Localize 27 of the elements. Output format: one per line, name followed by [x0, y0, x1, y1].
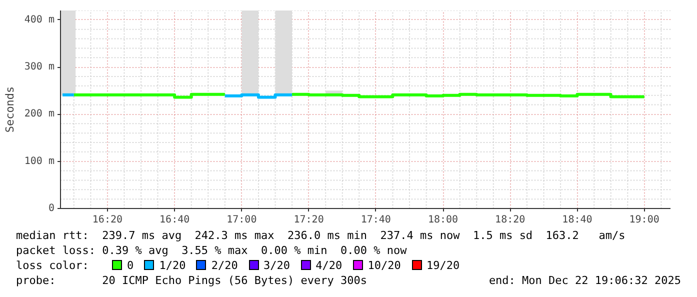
y-tick-label: 400 m — [24, 14, 55, 26]
x-tick-label: 17:40 — [360, 214, 391, 226]
y-tick-label: 100 m — [24, 156, 55, 167]
text: median rtt: 239.7 ms avg 242.3 ms max 236.0 ms min 237.4 ms now 1.5 ms sd 163.2 am/s — [16, 229, 626, 242]
x-tick-label: 16:20 — [92, 214, 123, 226]
x-tick-label: 18:20 — [495, 214, 526, 226]
x-tick-label: 18:40 — [562, 214, 592, 226]
text: packet loss: 0.39 % avg 3.55 % max 0.00 % min 0.00 % now — [16, 244, 407, 257]
legend-title: loss color: — [16, 258, 90, 273]
legend-label: 10/20 — [368, 259, 401, 272]
y-tick-label: 300 m — [24, 62, 55, 73]
text: end: Mon Dec 22 19:06:32 2025 — [488, 273, 681, 288]
legend-label: 3/20 — [264, 259, 290, 272]
x-tick-label: 19:00 — [629, 214, 660, 226]
legend-label: 19/20 — [426, 259, 460, 272]
y-tick-label: 0 — [48, 203, 55, 214]
y-tick-label: 200 m — [24, 108, 55, 120]
legend-label: 0 — [127, 259, 134, 272]
legend-label: 4/20 — [316, 259, 342, 272]
x-tick-label: 18:00 — [428, 214, 458, 226]
x-tick-label: 16:40 — [160, 214, 190, 226]
legend-label: 2/20 — [211, 259, 238, 272]
text: probe: 20 ICMP Echo Pings (56 Bytes) every 300s — [16, 274, 367, 287]
y-axis-title: Seconds — [3, 86, 16, 133]
legend-label: 1/20 — [159, 259, 186, 272]
x-tick-label: 17:00 — [226, 214, 257, 226]
x-tick-label: 17:20 — [294, 214, 324, 226]
